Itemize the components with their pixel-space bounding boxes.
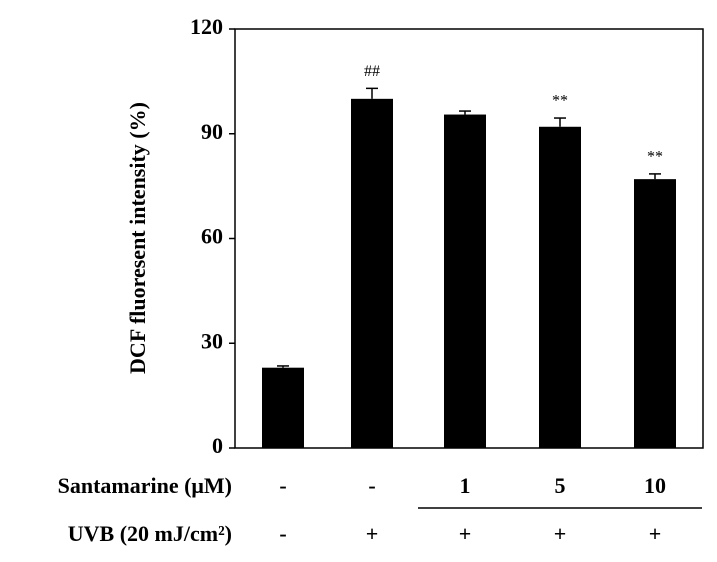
annotation: ## (364, 63, 380, 80)
error-bar (649, 173, 661, 180)
bar (444, 114, 486, 448)
x-tick-label: 1 (460, 473, 471, 498)
row-label: Santamarine (μM) (58, 473, 232, 498)
bar (262, 367, 304, 448)
x-tick-label: - (279, 521, 286, 546)
error-bar (554, 117, 566, 127)
bar (539, 126, 581, 449)
x-tick-label: + (366, 521, 379, 546)
row-label: UVB (20 mJ/cm²) (68, 521, 232, 546)
annotation: ** (552, 93, 568, 110)
error-bar (366, 87, 378, 99)
y-tick-label: 90 (201, 119, 223, 144)
y-axis-title: DCF fluoresent intensity (%) (125, 102, 150, 374)
y-tick-label: 0 (212, 433, 223, 458)
y-tick-label: 30 (201, 328, 223, 353)
y-tick-label: 120 (190, 14, 223, 39)
bar (351, 98, 393, 448)
x-tick-label: + (649, 521, 662, 546)
x-tick-label: + (459, 521, 472, 546)
error-bar (277, 365, 289, 368)
x-tick-label: 10 (644, 473, 666, 498)
x-tick-label: - (368, 473, 375, 498)
annotation: ** (647, 149, 663, 166)
error-bar (459, 110, 471, 115)
bar (634, 179, 676, 448)
y-tick-label: 60 (201, 224, 223, 249)
x-tick-label: + (554, 521, 567, 546)
x-tick-label: 5 (555, 473, 566, 498)
x-tick-label: - (279, 473, 286, 498)
